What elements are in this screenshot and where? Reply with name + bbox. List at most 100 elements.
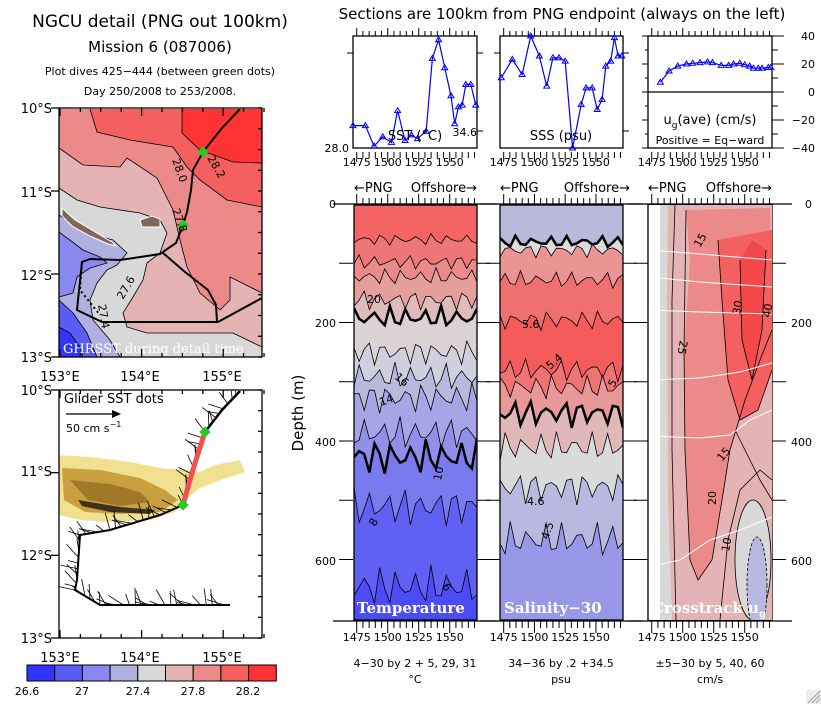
dive-tick-label: 1550: [582, 631, 610, 644]
depth-tick: 200: [315, 317, 336, 330]
sss-label: SSS (psu): [530, 129, 592, 144]
velocity-arrow: [208, 403, 225, 410]
depth-tick: 600: [791, 555, 812, 568]
contour-line: [354, 564, 477, 604]
data-point: [593, 105, 602, 113]
contour-label: 5.6: [522, 318, 540, 331]
lat-tick: 12°S: [21, 269, 52, 284]
data-point: [422, 127, 431, 134]
glider-track: [75, 109, 262, 323]
lon-tick: 154°E: [120, 651, 160, 666]
png-direction: ←PNG: [500, 181, 539, 196]
velocity-arrow: [69, 526, 80, 541]
y-tick: 40: [801, 30, 815, 43]
contour-line: [500, 431, 623, 462]
depth-axis-label: Depth (m): [289, 375, 307, 452]
dive-tick-label: 1525: [551, 156, 579, 169]
colorbar-label: 28.2: [236, 685, 261, 698]
velocity-arrow: [78, 528, 93, 534]
velocity-arrow: [104, 512, 111, 531]
lat-tick: 10°S: [21, 102, 52, 117]
data-point: [577, 100, 586, 108]
data-point: [413, 134, 422, 142]
caption-salinity-unit: psu: [551, 673, 571, 686]
depth-tick: 600: [315, 555, 336, 568]
contour-line: [354, 266, 477, 285]
sst-band-27.2: [59, 232, 107, 297]
data-point: [561, 57, 570, 64]
velocity-arrow: [207, 410, 210, 428]
sst-dots-dark: [70, 480, 150, 506]
dive-tick-label: 1550: [436, 156, 464, 169]
data-point: [466, 80, 475, 88]
dive-tick-label: 1525: [700, 631, 728, 644]
velocity-arrows: [59, 391, 240, 606]
contour-line: [354, 487, 477, 527]
caption-salinity: 34−36 by .2 +34.5: [508, 657, 613, 670]
sst-band-27.6: [59, 188, 262, 357]
dive-tick-label: 1475: [343, 156, 371, 169]
data-point: [535, 52, 544, 59]
depth-ticks: 0 200 400 600 0 200 400 600: [315, 198, 812, 568]
colorbar-swatch: [165, 664, 194, 682]
dive-tick-label: 1500: [520, 631, 548, 644]
colorbar-swatch: [192, 664, 222, 682]
velocity-arrow: [209, 594, 219, 606]
data-point: [497, 73, 506, 81]
dive-tick-labels: 1475147515001500152515251550155014751475…: [343, 156, 759, 644]
plot-frame: [499, 35, 624, 149]
contour-label: 30: [730, 299, 745, 315]
velocity-arrow: [135, 590, 142, 606]
velocity-arrow: [218, 391, 229, 405]
surface-line-plots: [347, 28, 784, 162]
offshore-direction: Offshore→: [411, 181, 477, 196]
data-point: [393, 106, 402, 114]
sections-header: Sections are 100km from PNG endpoint (al…: [339, 5, 786, 23]
contour-label: 4.5: [539, 520, 557, 541]
contour-line: [354, 382, 477, 414]
figure-title: NGCU detail (PNG out 100km): [32, 12, 288, 32]
lon-tick: 155°E: [202, 651, 242, 666]
data-point: [682, 60, 691, 67]
data-point: [458, 101, 467, 108]
contour-label: 20: [367, 293, 381, 306]
velocity-arrow: [115, 520, 133, 524]
ug-label: ug(ave) (cm/s): [663, 113, 756, 131]
map-axis-labels: 10°S 11°S 12°S 13°S 153°E 154°E 155°E 10…: [21, 102, 242, 666]
velocity-arrow: [187, 432, 204, 439]
colorbar-label: 26.6: [15, 685, 40, 698]
data-point: [378, 132, 387, 140]
data-point: [601, 62, 610, 69]
data-point: [582, 83, 590, 91]
data-point: [717, 61, 726, 68]
velocity-arrow: [66, 544, 79, 558]
land-island: [61, 206, 118, 247]
colorbar-swatch: [81, 664, 111, 682]
colorbar-swatch: [220, 664, 250, 682]
section-frame: [353, 204, 478, 621]
dive-tick-label: 1475: [343, 631, 371, 644]
velocity-arrow: [95, 524, 105, 532]
velocity-arrow: [88, 584, 91, 600]
data-point: [745, 62, 754, 69]
data-point: [447, 91, 455, 99]
dive-tick-label: 1550: [582, 156, 610, 169]
data-point: [614, 52, 622, 59]
velocity-arrow: [128, 514, 139, 522]
data-point: [766, 63, 775, 70]
data-point: [696, 58, 704, 66]
caption-crosstrack-unit: cm/s: [697, 673, 723, 686]
data-point: [656, 78, 665, 85]
data-point: [428, 54, 437, 61]
data-point: [617, 52, 626, 59]
contour-line: [500, 269, 623, 290]
y-tick: −20: [792, 114, 815, 127]
map-ticks: [51, 107, 265, 639]
contour-line: [500, 373, 623, 400]
resize-grip[interactable]: [806, 690, 821, 704]
contour-label: 27.4: [95, 303, 112, 329]
start-dot: [197, 146, 209, 158]
data-point: [542, 82, 551, 89]
contour-label: 4.6: [527, 495, 545, 508]
caption-temperature: 4−30 by 2 + 5, 29, 31: [354, 657, 477, 670]
